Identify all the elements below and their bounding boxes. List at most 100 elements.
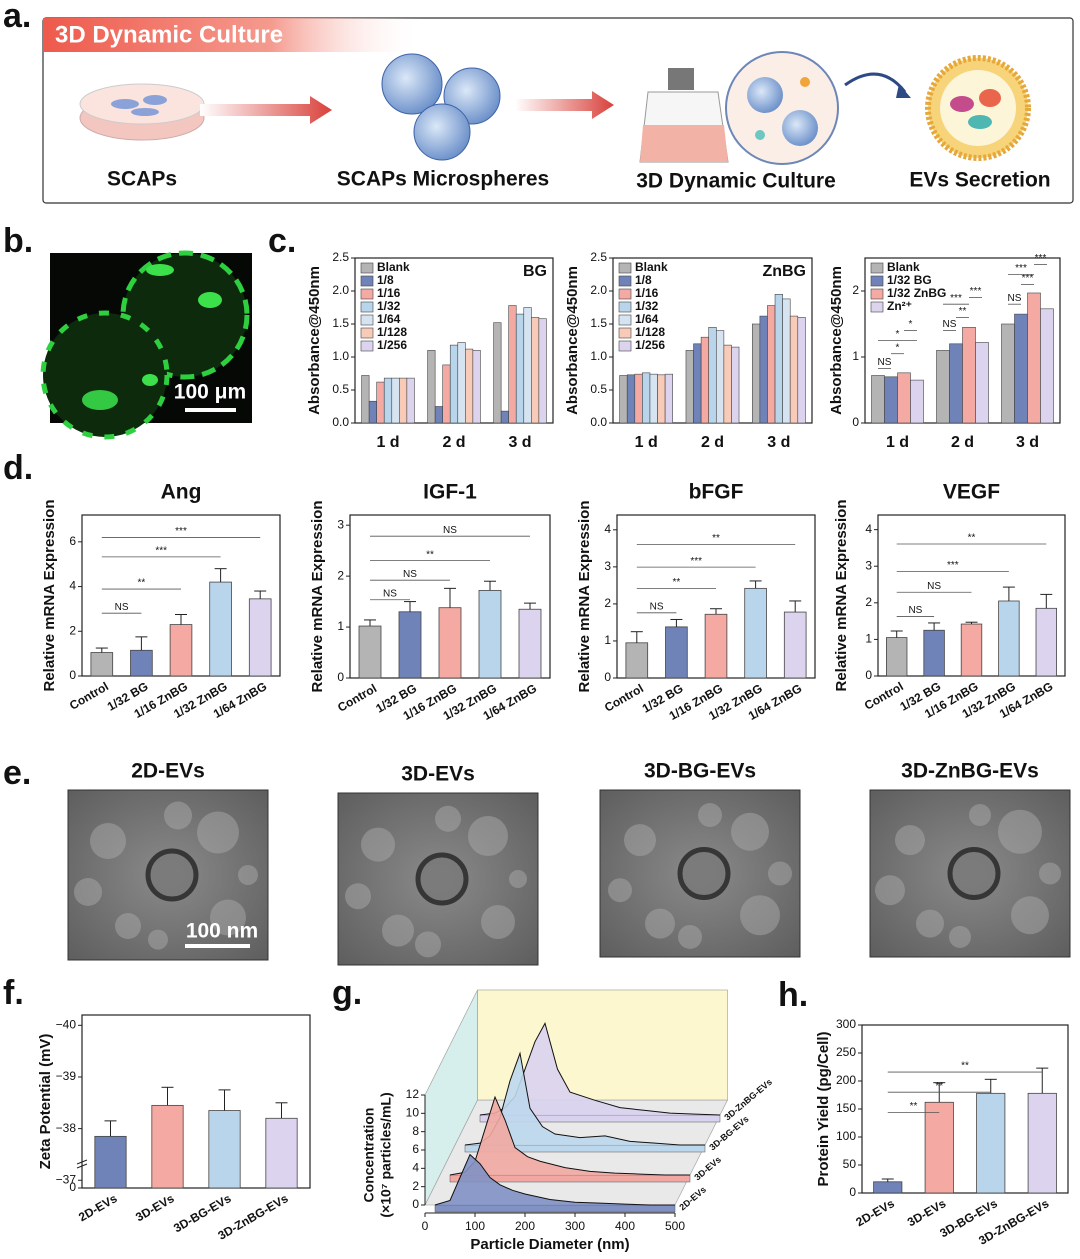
bar — [626, 374, 636, 424]
bar — [1027, 1092, 1057, 1194]
petri-dish — [79, 83, 205, 141]
legend-label: Blank — [377, 260, 410, 274]
step-label: EVs Secretion — [909, 169, 1050, 192]
bar — [518, 608, 542, 679]
legend-label: 1/128 — [377, 325, 407, 339]
bar — [472, 350, 481, 424]
arrow — [515, 91, 614, 119]
legend-label: 1/256 — [377, 338, 407, 352]
bar — [391, 377, 400, 424]
legend-swatch — [360, 340, 374, 352]
x-tick-label: 2D-EVs — [76, 1191, 120, 1224]
significance-label: NS — [115, 602, 129, 613]
legend-label: 1/64 — [377, 312, 401, 326]
tem-texture — [210, 899, 246, 936]
legend-label: 1/128 — [635, 325, 665, 339]
y-tick-label: 8 — [412, 1124, 419, 1138]
legend-label: Zn²⁺ — [887, 299, 912, 313]
tem-texture — [1039, 862, 1061, 885]
tem-texture — [645, 908, 675, 939]
x-tick-label: 400 — [615, 1219, 635, 1233]
tem-texture — [740, 895, 780, 936]
x-tick-label: Control — [862, 679, 906, 712]
significance-label: ** — [968, 533, 976, 544]
y-tick-label: 1 — [852, 349, 859, 363]
legend-swatch — [360, 275, 374, 287]
vesicle — [145, 848, 199, 902]
bar — [130, 649, 153, 677]
bar — [508, 305, 517, 424]
y-tick-label: 0 — [69, 1180, 76, 1194]
y-tick-label: 0 — [337, 670, 344, 684]
y-axis-label: (×10⁷ particles/mL) — [378, 1092, 394, 1217]
significance-label: ** — [138, 578, 146, 589]
vesicle — [677, 847, 731, 900]
y-tick-label: −39 — [56, 1069, 77, 1083]
bar — [531, 317, 540, 424]
bar — [910, 379, 924, 424]
tem-texture — [624, 824, 656, 857]
bar — [708, 326, 717, 424]
bar — [1035, 607, 1057, 677]
y-tick-label: 10 — [406, 1106, 420, 1120]
significance-label: *** — [690, 556, 702, 567]
tem-texture — [115, 913, 141, 939]
y-tick-label: 50 — [843, 1157, 857, 1171]
x-tick-label: Control — [335, 681, 379, 714]
bioreactor — [639, 51, 911, 165]
tem-texture — [345, 883, 371, 910]
bar — [438, 607, 462, 679]
tem-texture — [949, 925, 971, 948]
significance-label: *** — [1022, 273, 1034, 284]
bar — [923, 629, 945, 677]
legend-swatch — [360, 288, 374, 300]
bar — [248, 598, 272, 677]
y-tick-label: 1.0 — [590, 349, 607, 363]
bar — [751, 323, 761, 424]
bar — [789, 315, 799, 424]
bar — [759, 315, 768, 424]
tem-texture — [509, 870, 527, 888]
legend-swatch — [618, 314, 632, 326]
significance-label: *** — [950, 293, 962, 304]
tem-texture — [164, 801, 192, 830]
x-tick-label: 2D-EVs — [853, 1196, 897, 1229]
y-tick-label: −40 — [56, 1018, 77, 1032]
y-tick-label: 4 — [412, 1161, 419, 1175]
y-tick-label: −37 — [56, 1172, 77, 1186]
bar — [406, 377, 415, 424]
y-tick-label: 2 — [852, 283, 859, 297]
tem-texture — [148, 929, 168, 950]
panel-label: c. — [268, 222, 296, 260]
y-axis-label: Protein Yield (pg/Cell) — [815, 1031, 832, 1186]
y-tick-label: 2.0 — [332, 283, 349, 297]
significance-label: NS — [650, 601, 664, 612]
plot-frame — [81, 1014, 311, 1189]
tem-texture — [916, 909, 944, 938]
legend-swatch — [618, 275, 632, 287]
bar — [664, 373, 673, 424]
y-tick-label: 3 — [337, 517, 344, 531]
bar — [1027, 292, 1041, 424]
bar — [523, 307, 532, 424]
extracellular-vesicle — [925, 55, 1031, 161]
significance-label: NS — [943, 319, 957, 330]
y-tick-label: 4 — [865, 522, 872, 536]
legend-label: 1/16 — [635, 286, 659, 300]
tem-texture — [678, 924, 702, 949]
bar — [151, 1104, 184, 1189]
chart-title: Ang — [161, 481, 202, 504]
bar — [361, 375, 370, 424]
legend-swatch — [360, 327, 374, 339]
step-label: 3D Dynamic Culture — [636, 170, 836, 193]
y-tick-label: 0.0 — [590, 415, 607, 429]
significance-label: NS — [403, 569, 417, 580]
fluorescence-image: 100 μm — [40, 250, 252, 440]
legend-swatch — [618, 262, 632, 274]
bar — [884, 376, 898, 424]
y-tick-label: 0 — [865, 668, 872, 682]
tem-texture — [895, 825, 925, 856]
y-tick-label: −38 — [56, 1121, 77, 1135]
legend-swatch — [618, 340, 632, 352]
x-tick-label: 300 — [565, 1219, 585, 1233]
